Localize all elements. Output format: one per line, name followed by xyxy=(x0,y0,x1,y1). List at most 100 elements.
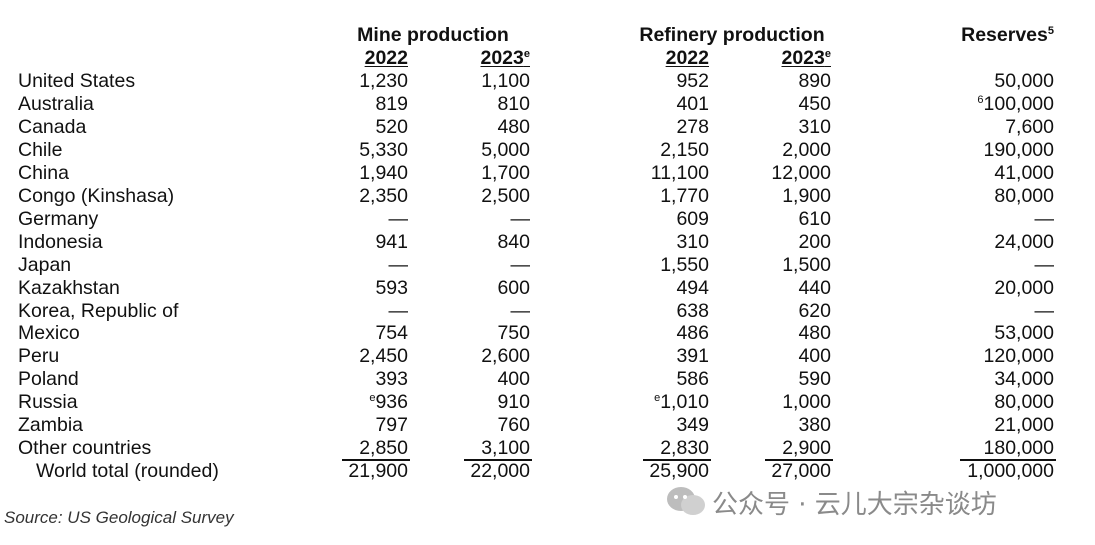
cell: 480 xyxy=(798,322,831,345)
cell: — xyxy=(1034,299,1055,322)
cell: 401 xyxy=(676,92,709,115)
group-header: Reserves5 xyxy=(794,24,1054,46)
superscript: e xyxy=(654,392,661,405)
cell: 1,500 xyxy=(782,253,831,276)
cell: 400 xyxy=(497,368,530,391)
cell: 609 xyxy=(676,207,709,230)
cell: 12,000 xyxy=(771,161,831,184)
cell: 890 xyxy=(798,70,831,92)
cell: 840 xyxy=(497,230,530,253)
cell: 2,600 xyxy=(481,345,530,368)
cell: 400 xyxy=(798,345,831,368)
underline-rule xyxy=(464,459,532,461)
cell: 593 xyxy=(375,276,408,299)
row-label: Poland xyxy=(18,368,79,391)
cell: — xyxy=(1034,253,1055,276)
cell: 53,000 xyxy=(994,322,1054,345)
cell: 1,000,000 xyxy=(967,460,1054,483)
watermark-icon xyxy=(667,487,705,515)
cell: 7,600 xyxy=(1005,115,1054,138)
cell: — xyxy=(510,299,531,322)
cell: 486 xyxy=(676,322,709,345)
row-label: Canada xyxy=(18,115,87,138)
superscript: e xyxy=(824,48,831,60)
row-label: Chile xyxy=(18,138,63,161)
cell: 80,000 xyxy=(994,184,1054,207)
cell: 910 xyxy=(497,391,530,414)
cell: 24,000 xyxy=(994,230,1054,253)
cell: 310 xyxy=(798,115,831,138)
cell: 952 xyxy=(676,70,709,92)
cell: 760 xyxy=(497,414,530,437)
cell: 1,550 xyxy=(660,253,709,276)
cell-text: 936 xyxy=(375,391,408,414)
cell: 34,000 xyxy=(994,368,1054,391)
cell: 941 xyxy=(375,230,408,253)
cell: 41,000 xyxy=(994,161,1054,184)
cell: 391 xyxy=(676,345,709,368)
cell: 480 xyxy=(497,115,530,138)
cell: 1,700 xyxy=(481,161,530,184)
cell: 25,900 xyxy=(649,460,709,483)
cell: 50,000 xyxy=(994,70,1054,92)
cell: 450 xyxy=(798,92,831,115)
row-label: Germany xyxy=(18,207,99,230)
cell: 310 xyxy=(676,230,709,253)
cell: 1,000 xyxy=(782,391,831,414)
cell: 190,000 xyxy=(983,138,1055,161)
cell: — xyxy=(510,207,531,230)
underline-rule xyxy=(342,459,410,461)
cell: 2,850 xyxy=(359,437,408,460)
cell: — xyxy=(1034,207,1055,230)
row-label: Zambia xyxy=(18,414,84,437)
cell: 600 xyxy=(497,276,530,299)
superscript: e xyxy=(523,48,530,60)
cell: 27,000 xyxy=(771,460,831,483)
cell: — xyxy=(388,207,409,230)
cell: 80,000 xyxy=(994,391,1054,414)
cell: 6100,000 xyxy=(914,93,1054,115)
row-label: Russia xyxy=(18,391,78,414)
cell-text: 2023 xyxy=(480,47,524,69)
cell: 1,100 xyxy=(481,70,530,92)
cell: 2,900 xyxy=(782,437,831,460)
row-label: China xyxy=(18,161,69,184)
row-label: Japan xyxy=(18,253,72,276)
cell: 21,900 xyxy=(348,460,408,483)
year-header: 2022 xyxy=(665,47,709,69)
row-label: United States xyxy=(18,70,136,92)
row-label: Kazakhstan xyxy=(18,276,120,299)
row-label: Mexico xyxy=(18,322,80,345)
cell: 638 xyxy=(676,299,709,322)
cell: 21,000 xyxy=(994,414,1054,437)
cell: 278 xyxy=(676,115,709,138)
superscript: 6 xyxy=(977,93,984,106)
cell: 1,900 xyxy=(782,184,831,207)
cell: e1,010 xyxy=(569,391,709,413)
cell-text: 100,000 xyxy=(983,92,1055,115)
cell: 2,830 xyxy=(660,437,709,460)
cell: — xyxy=(510,253,531,276)
watermark: 公众号 · 云儿大宗杂谈坊 xyxy=(712,490,997,520)
cell: 380 xyxy=(798,414,831,437)
cell: 5,000 xyxy=(481,138,530,161)
cell: 200 xyxy=(798,230,831,253)
cell: 810 xyxy=(497,92,530,115)
cell-text: 1,010 xyxy=(660,391,709,414)
cell: 520 xyxy=(375,115,408,138)
cell: 819 xyxy=(375,92,408,115)
cell: 750 xyxy=(497,322,530,345)
cell: 620 xyxy=(798,299,831,322)
cell: 1,940 xyxy=(359,161,408,184)
cell: — xyxy=(388,299,409,322)
cell: 20,000 xyxy=(994,276,1054,299)
cell: 797 xyxy=(375,414,408,437)
cell: — xyxy=(388,253,409,276)
cell: 3,100 xyxy=(481,437,530,460)
row-label: Indonesia xyxy=(18,230,103,253)
source-note: Source: US Geological Survey xyxy=(4,508,234,527)
cell: 2,150 xyxy=(660,138,709,161)
cell: 5,330 xyxy=(359,138,408,161)
cell: 393 xyxy=(375,368,408,391)
cell: 754 xyxy=(375,322,408,345)
